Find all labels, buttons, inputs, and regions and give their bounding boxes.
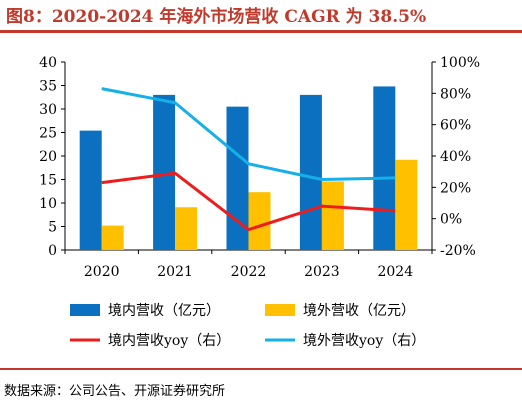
domestic-revenue-bar xyxy=(79,130,102,250)
x-tick-label: 2020 xyxy=(84,264,120,280)
x-tick-label: 2021 xyxy=(157,264,193,280)
x-tick-label: 2022 xyxy=(231,264,267,280)
overseas-revenue-bar xyxy=(175,207,198,250)
legend-overseas-yoy-label: 境外营收yoy（右） xyxy=(303,333,425,349)
data-source: 数据来源：公司公告、开源证券研究所 xyxy=(4,384,226,399)
left-tick-label: 35 xyxy=(39,79,57,95)
title-divider xyxy=(0,30,522,33)
left-tick-label: 40 xyxy=(39,55,57,71)
left-tick-label: 5 xyxy=(48,220,57,236)
domestic-revenue-bar xyxy=(299,94,322,251)
figure-title: 图8：2020-2024 年海外市场营收 CAGR 为 38.5% xyxy=(6,7,427,27)
right-tick-label: 60% xyxy=(440,118,471,134)
legend-overseas-revenue-label: 境外营收（亿元） xyxy=(303,303,415,319)
x-tick-label: 2024 xyxy=(377,264,413,280)
left-tick-label: 15 xyxy=(39,173,57,189)
x-tick-label: 2023 xyxy=(304,264,340,280)
overseas-revenue-bar xyxy=(248,192,271,250)
left-tick-label: 30 xyxy=(39,102,57,118)
right-tick-label: 0% xyxy=(440,212,462,228)
right-tick-label: 100% xyxy=(440,55,480,71)
overseas-revenue-bar xyxy=(101,225,124,250)
right-tick-label: 80% xyxy=(440,86,471,102)
overseas-revenue-bar xyxy=(321,181,344,250)
left-tick-label: 0 xyxy=(48,243,57,259)
left-tick-label: 10 xyxy=(39,196,57,212)
legend-overseas-revenue-swatch xyxy=(265,304,295,316)
source-divider xyxy=(0,368,522,370)
legend-domestic-revenue-swatch xyxy=(70,304,100,316)
revenue-chart: 0 5 10 15 20 25 30 35 40 -20% 0% 20% 40% 60% 80% 100% 20… xyxy=(39,55,480,349)
right-tick-label: 40% xyxy=(440,149,471,165)
domestic-revenue-bar xyxy=(373,86,396,250)
left-tick-label: 20 xyxy=(39,149,57,165)
legend-domestic-yoy-label: 境内营收yoy（右） xyxy=(108,333,230,349)
domestic-revenue-bar xyxy=(226,106,249,251)
legend-domestic-revenue-label: 境内营收（亿元） xyxy=(108,303,220,319)
overseas-revenue-bar xyxy=(395,159,418,250)
domestic-revenue-bar xyxy=(153,94,176,251)
right-tick-label: -20% xyxy=(440,243,476,259)
left-tick-label: 25 xyxy=(39,126,57,142)
right-tick-label: 20% xyxy=(440,180,471,196)
